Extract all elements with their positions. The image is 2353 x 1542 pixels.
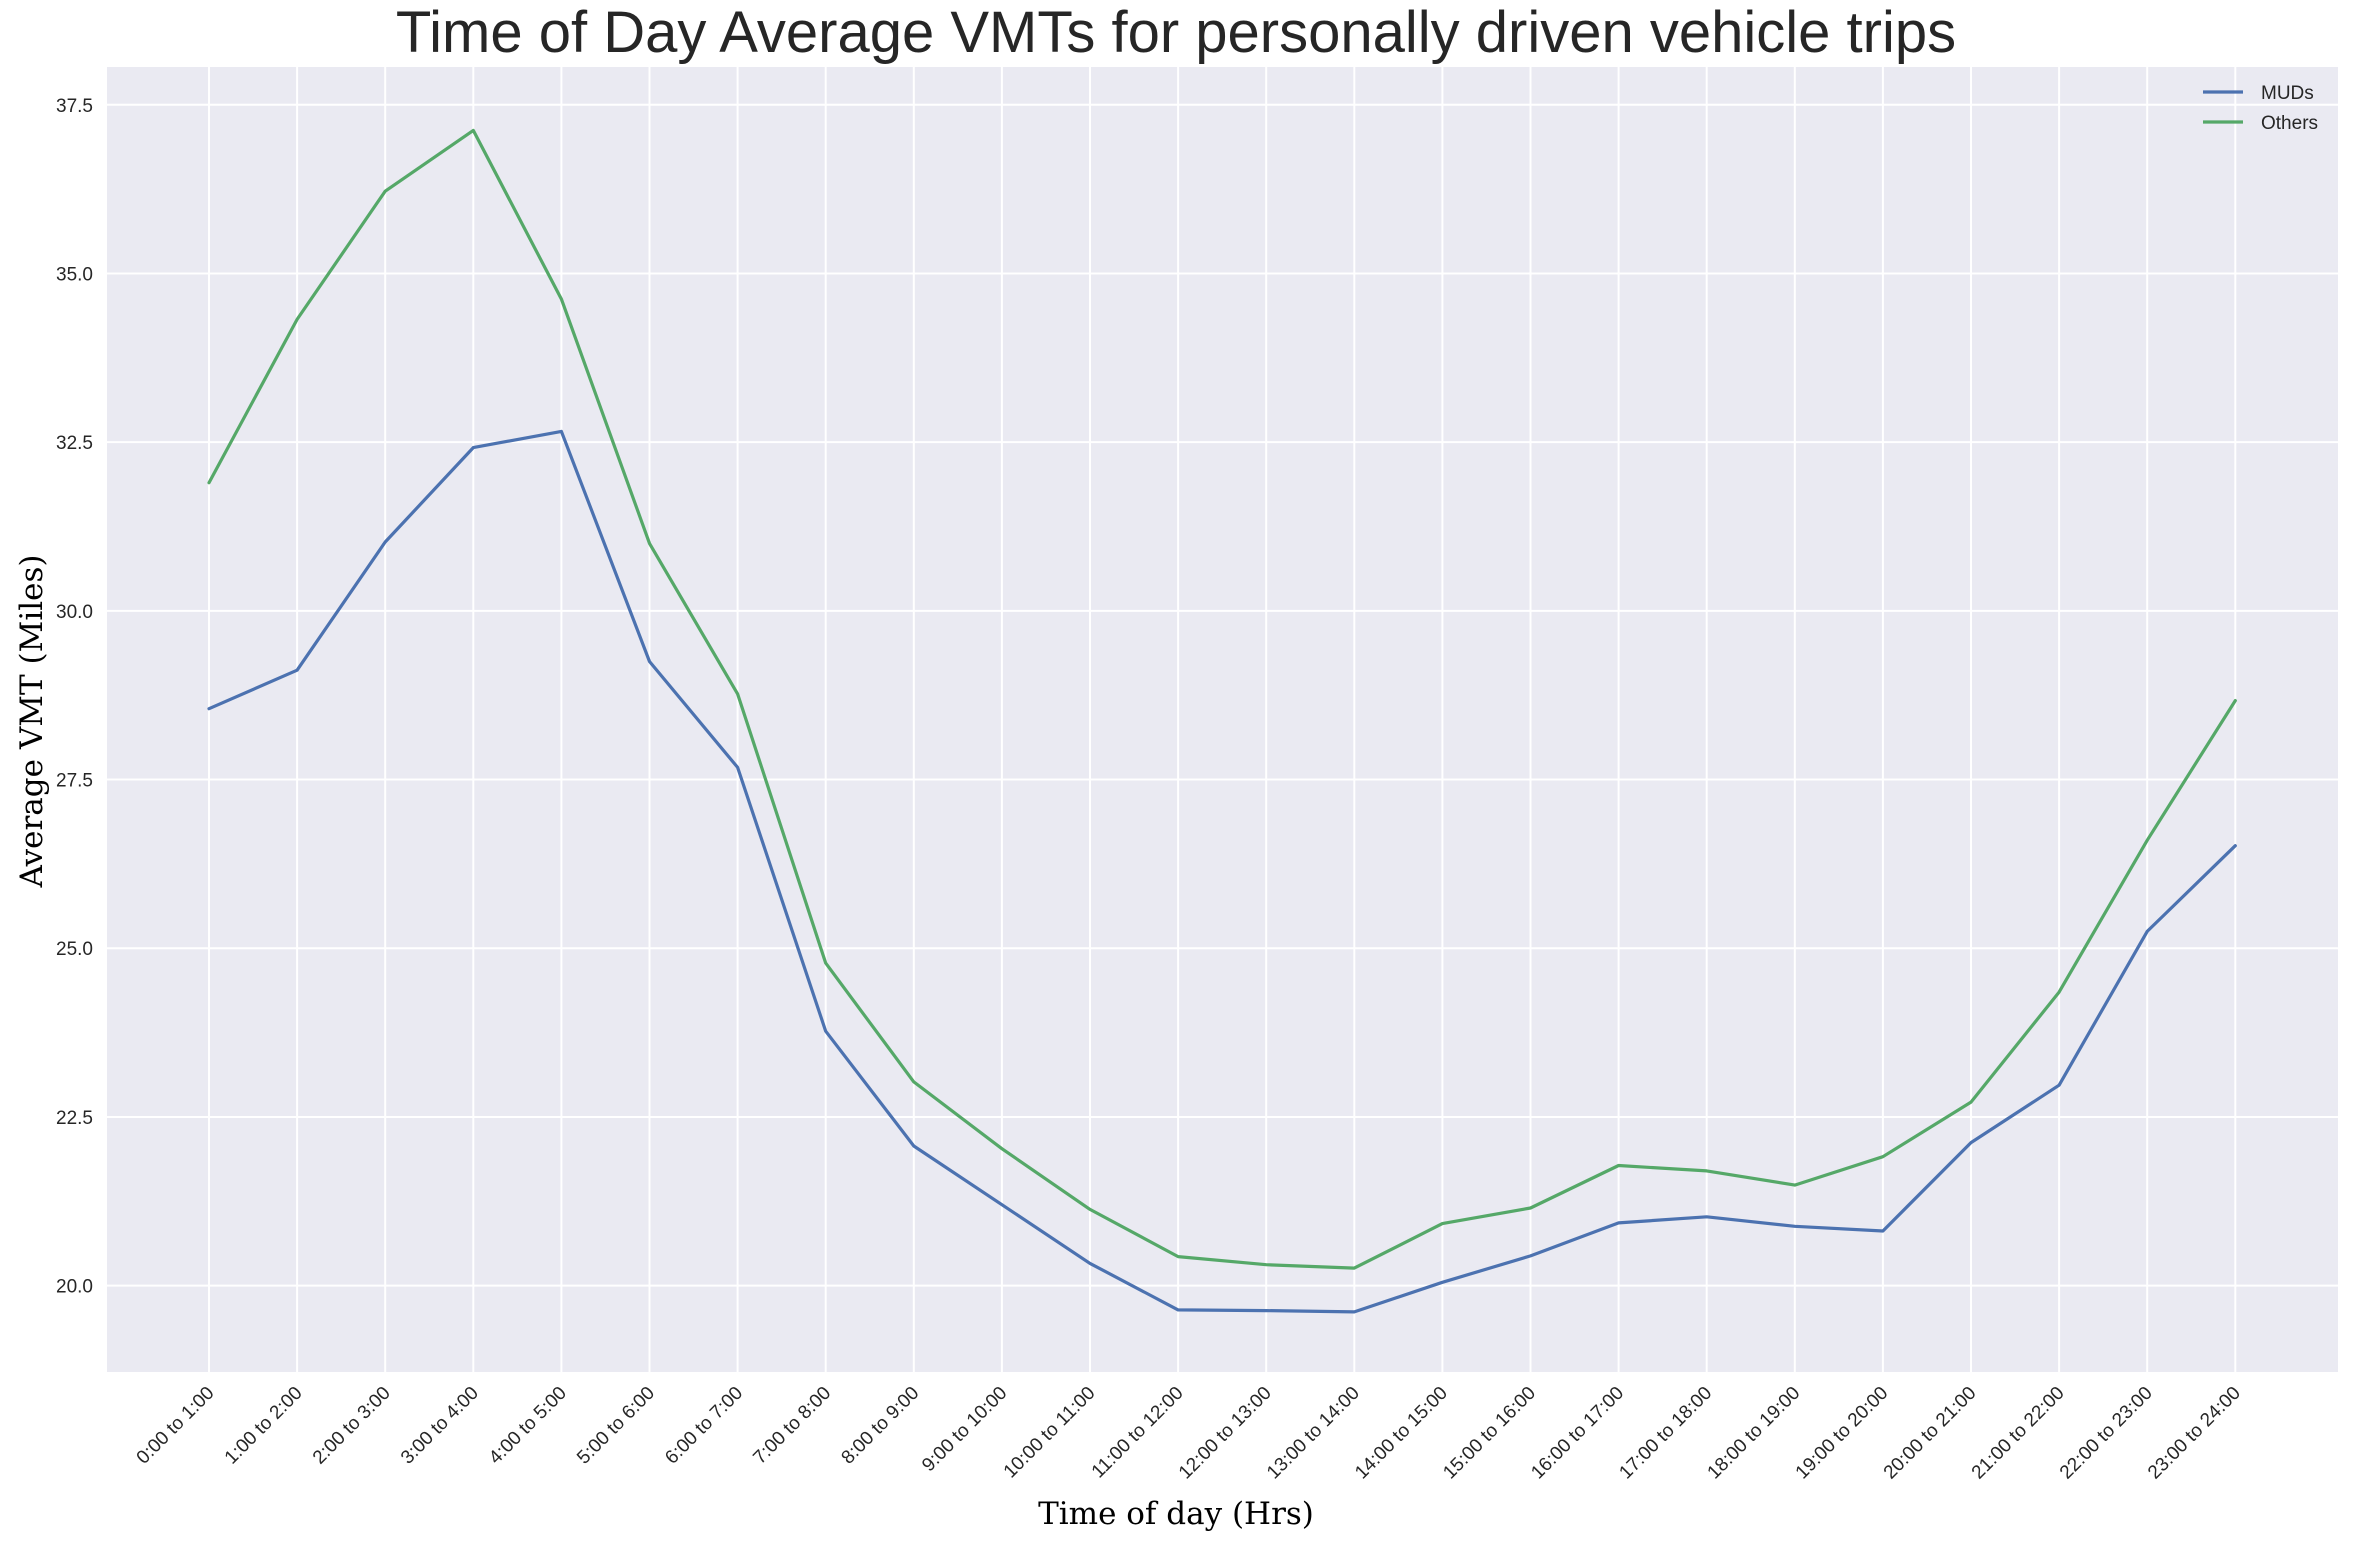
y-tick-label: 22.5 — [56, 1108, 93, 1129]
x-tick-label: 0:00 to 1:00 — [133, 1383, 219, 1469]
x-tick-label: 10:00 to 11:00 — [1000, 1383, 1100, 1483]
y-tick-label: 32.5 — [56, 433, 93, 454]
x-tick-label: 12:00 to 13:00 — [1175, 1383, 1276, 1484]
x-tick-label: 2:00 to 3:00 — [309, 1383, 395, 1469]
y-tick-label: 37.5 — [56, 96, 93, 117]
x-tick-label: 1:00 to 2:00 — [221, 1383, 307, 1469]
x-tick-label: 7:00 to 8:00 — [749, 1383, 835, 1469]
y-tick-label: 30.0 — [56, 602, 93, 623]
y-tick-label: 35.0 — [56, 264, 93, 285]
y-tick-labels: 20.0 22.5 25.0 27.5 30.0 32.5 35.0 37.5 — [56, 96, 93, 1298]
x-tick-label: 9:00 to 10:00 — [918, 1383, 1011, 1476]
x-tick-label: 19:00 to 20:00 — [1792, 1383, 1893, 1484]
x-tick-label: 16:00 to 17:00 — [1527, 1383, 1628, 1484]
series-line-others — [207, 128, 2237, 1270]
x-tick-label: 23:00 to 24:00 — [2144, 1383, 2245, 1484]
series-line-muds — [207, 429, 2237, 1314]
x-tick-label: 3:00 to 4:00 — [397, 1383, 483, 1469]
legend: MUDs Others — [2203, 83, 2318, 134]
y-axis-label: Average VMT (Miles) — [14, 554, 50, 888]
x-tick-label: 14:00 to 15:00 — [1351, 1383, 1452, 1484]
x-tick-label: 21:00 to 22:00 — [1968, 1383, 2069, 1484]
grid — [107, 67, 2338, 1372]
y-tick-label: 25.0 — [56, 939, 93, 960]
x-axis-label: Time of day (Hrs) — [1038, 1496, 1314, 1532]
x-tick-label: 13:00 to 14:00 — [1263, 1383, 1364, 1484]
x-tick-label: 22:00 to 23:00 — [2056, 1383, 2157, 1484]
series-lines — [207, 128, 2237, 1314]
x-tick-label: 8:00 to 9:00 — [838, 1383, 924, 1469]
chart-title: Time of Day Average VMTs for personally … — [396, 0, 1956, 65]
y-tick-label: 27.5 — [56, 771, 93, 792]
legend-label-muds: MUDs — [2261, 83, 2314, 104]
x-tick-label: 17:00 to 18:00 — [1615, 1383, 1716, 1484]
x-tick-label: 11:00 to 12:00 — [1088, 1383, 1188, 1483]
x-tick-label: 4:00 to 5:00 — [485, 1383, 571, 1469]
x-tick-label: 20:00 to 21:00 — [1880, 1383, 1981, 1484]
x-tick-labels: 0:00 to 1:00 1:00 to 2:00 2:00 to 3:00 3:00… — [133, 1383, 2245, 1484]
legend-label-others: Others — [2261, 113, 2318, 134]
y-tick-label: 20.0 — [56, 1277, 93, 1298]
x-tick-label: 5:00 to 6:00 — [573, 1383, 659, 1469]
x-tick-label: 18:00 to 19:00 — [1704, 1383, 1805, 1484]
plot-background — [107, 67, 2338, 1372]
x-tick-label: 6:00 to 7:00 — [661, 1383, 747, 1469]
x-tick-label: 15:00 to 16:00 — [1439, 1383, 1540, 1484]
